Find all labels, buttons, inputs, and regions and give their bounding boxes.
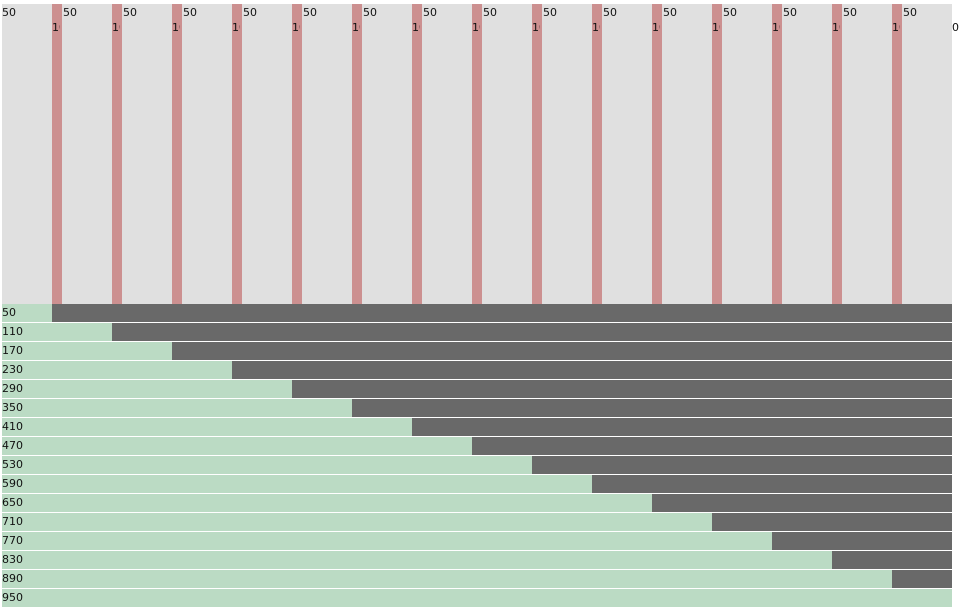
row-label: 50	[2, 306, 16, 319]
ruler-label: 50	[63, 6, 77, 19]
row: 170	[2, 342, 952, 360]
row-label: 350	[2, 401, 23, 414]
ruler-bar	[112, 4, 122, 304]
ruler: 5050505050505050505050505050505010101010…	[2, 4, 959, 304]
ruler-label: 50	[603, 6, 617, 19]
ruler-bar	[532, 4, 542, 304]
ruler-label: 10	[772, 21, 780, 34]
ruler-label: 0	[952, 21, 959, 34]
ruler-label: 50	[243, 6, 257, 19]
row-bar	[2, 304, 52, 322]
ruler-bar	[292, 4, 302, 304]
row-bar	[2, 361, 232, 379]
row-label: 110	[2, 325, 23, 338]
row: 890	[2, 570, 952, 588]
row: 590	[2, 475, 952, 493]
row: 290	[2, 380, 952, 398]
row: 50	[2, 304, 952, 322]
row-label: 830	[2, 553, 23, 566]
row-label: 230	[2, 363, 23, 376]
ruler-label: 10	[892, 21, 900, 34]
row: 530	[2, 456, 952, 474]
ruler-bar	[652, 4, 662, 304]
row-bar	[2, 494, 652, 512]
ruler-label: 10	[232, 21, 240, 34]
row-bar	[2, 532, 772, 550]
ruler-label: 50	[663, 6, 677, 19]
row-label: 290	[2, 382, 23, 395]
ruler-label: 10	[52, 21, 60, 34]
row: 110	[2, 323, 952, 341]
ruler-label: 10	[352, 21, 360, 34]
row: 650	[2, 494, 952, 512]
ruler-bar	[832, 4, 842, 304]
row-bar	[2, 323, 112, 341]
ruler-label: 50	[783, 6, 797, 19]
row-bar	[2, 475, 592, 493]
row-bar	[2, 570, 892, 588]
row-label: 950	[2, 591, 23, 604]
ruler-label: 50	[303, 6, 317, 19]
ruler-label: 10	[652, 21, 660, 34]
row-bar	[2, 589, 952, 607]
row-bar	[2, 437, 472, 455]
row-label: 890	[2, 572, 23, 585]
row: 230	[2, 361, 952, 379]
ruler-label: 10	[292, 21, 300, 34]
ruler-label: 50	[183, 6, 197, 19]
ruler-label: 10	[532, 21, 540, 34]
row-label: 530	[2, 458, 23, 471]
ruler-label: 50	[903, 6, 917, 19]
ruler-label: 50	[483, 6, 497, 19]
ruler-label: 10	[592, 21, 600, 34]
ruler-label: 50	[363, 6, 377, 19]
row: 770	[2, 532, 952, 550]
ruler-bar	[352, 4, 362, 304]
ruler-label: 50	[723, 6, 737, 19]
row-bar	[2, 399, 352, 417]
ruler-label: 50	[843, 6, 857, 19]
row-label: 470	[2, 439, 23, 452]
ruler-label: 10	[712, 21, 720, 34]
row-label: 410	[2, 420, 23, 433]
row-bar	[2, 551, 832, 569]
row: 710	[2, 513, 952, 531]
row: 350	[2, 399, 952, 417]
row-label: 170	[2, 344, 23, 357]
ruler-bar	[712, 4, 722, 304]
row-bar	[2, 418, 412, 436]
ruler-bar	[172, 4, 182, 304]
ruler-label: 10	[112, 21, 120, 34]
ruler-label: 10	[172, 21, 180, 34]
ruler-label: 50	[2, 6, 16, 19]
ruler-label: 50	[423, 6, 437, 19]
row: 470	[2, 437, 952, 455]
row: 950	[2, 589, 952, 607]
row-label: 650	[2, 496, 23, 509]
ruler-bar	[472, 4, 482, 304]
row-bar	[2, 380, 292, 398]
row-label: 710	[2, 515, 23, 528]
row-label: 770	[2, 534, 23, 547]
row: 410	[2, 418, 952, 436]
ruler-bar	[412, 4, 422, 304]
ruler-label: 50	[123, 6, 137, 19]
ruler-bar	[892, 4, 902, 304]
row: 830	[2, 551, 952, 569]
row-bar	[2, 456, 532, 474]
ruler-label: 10	[472, 21, 480, 34]
ruler-label: 10	[412, 21, 420, 34]
row-label: 590	[2, 477, 23, 490]
ruler-label: 50	[543, 6, 557, 19]
ruler-bar	[232, 4, 242, 304]
ruler-bar	[592, 4, 602, 304]
ruler-bar	[52, 4, 62, 304]
row-bar	[2, 513, 712, 531]
ruler-bar	[772, 4, 782, 304]
ruler-label: 10	[832, 21, 840, 34]
row-bar	[2, 342, 172, 360]
